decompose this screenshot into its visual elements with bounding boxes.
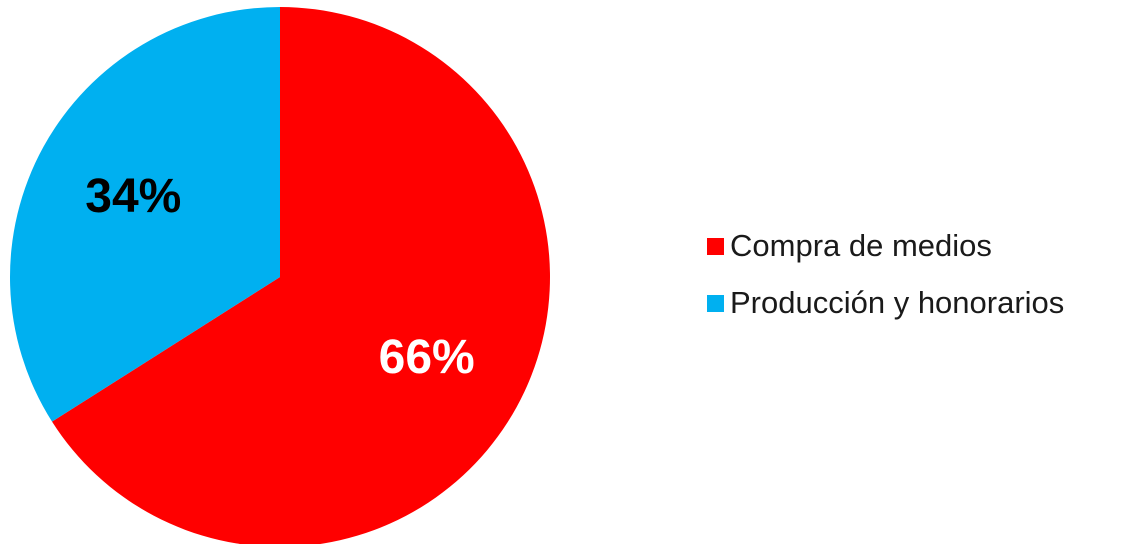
- legend: Compra de medios Producción y honorarios: [707, 226, 1064, 340]
- pie-slice-compra-de-medios: [52, 7, 550, 544]
- legend-label-compra-de-medios: Compra de medios: [730, 228, 992, 263]
- data-label-produccion-y-honorarios: 34%: [85, 170, 181, 223]
- legend-item-compra-de-medios: Compra de medios: [707, 226, 1064, 266]
- legend-label-produccion-y-honorarios: Producción y honorarios: [730, 285, 1065, 320]
- legend-item-produccion-y-honorarios: Producción y honorarios: [707, 283, 1064, 323]
- pie-plot: 66% 34%: [9, 6, 550, 544]
- legend-swatch-produccion-y-honorarios: [707, 294, 724, 312]
- pie-slice-produccion-y-honorarios: [9, 6, 280, 422]
- data-label-compra-de-medios: 66%: [379, 331, 475, 384]
- legend-swatch-compra-de-medios: [707, 237, 724, 255]
